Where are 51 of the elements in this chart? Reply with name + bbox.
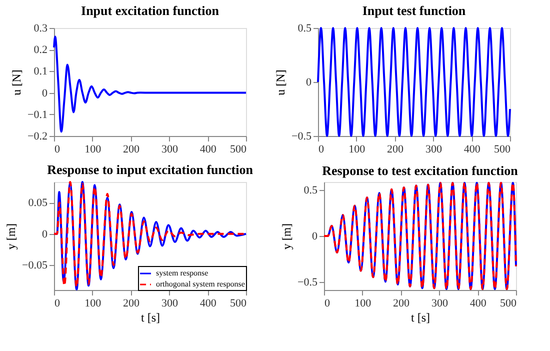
y-tick-label: 0.5 bbox=[304, 184, 318, 197]
y-tick-label: 0 bbox=[306, 76, 312, 88]
y-tick-label: 0 bbox=[42, 87, 48, 100]
y-tick-label: 0 bbox=[312, 230, 318, 242]
y-tick-label: 0.3 bbox=[34, 22, 48, 34]
x-tick-label: 0 bbox=[54, 298, 60, 310]
line-series bbox=[53, 36, 247, 133]
y-tick-label: 0 bbox=[42, 228, 48, 240]
y-tick-label: 0.1 bbox=[34, 66, 48, 78]
y-axis-title: u [N] bbox=[10, 70, 24, 96]
x-tick-label: 500 bbox=[494, 144, 511, 156]
x-axis-title: t [s] bbox=[411, 310, 430, 324]
x-tick-label: 300 bbox=[161, 298, 178, 310]
x-tick-label: 100 bbox=[354, 298, 372, 310]
chart-title: Response to input excitation function bbox=[47, 162, 254, 177]
chart-title: Input test function bbox=[362, 3, 466, 18]
x-tick-label: 300 bbox=[161, 144, 178, 156]
x-tick-label: 400 bbox=[464, 144, 481, 156]
y-tick-label: 0.5 bbox=[298, 22, 312, 34]
x-tick-label: 400 bbox=[200, 298, 217, 310]
y-tick-label: −0.5 bbox=[292, 130, 312, 142]
x-tick-label: 200 bbox=[123, 144, 140, 156]
legend-label: orthogonal system response bbox=[156, 280, 246, 288]
x-tick-label: 100 bbox=[84, 144, 102, 156]
y-axis-title: u [N] bbox=[274, 70, 288, 96]
x-tick-label: 300 bbox=[431, 298, 448, 310]
x-tick-label: 400 bbox=[470, 298, 487, 310]
legend-label: system response bbox=[156, 268, 209, 278]
x-tick-label: 0 bbox=[324, 298, 330, 310]
y-axis-title: y [m] bbox=[4, 223, 18, 250]
x-tick-label: 500 bbox=[500, 298, 517, 310]
x-tick-label: 200 bbox=[393, 298, 410, 310]
x-tick-label: 200 bbox=[387, 144, 404, 156]
y-tick-label: 0.2 bbox=[34, 44, 48, 56]
x-tick-label: 400 bbox=[200, 144, 217, 156]
x-tick-label: 100 bbox=[348, 144, 366, 156]
chart-title: Input excitation function bbox=[81, 3, 220, 18]
y-axis-title: y [m] bbox=[280, 223, 294, 250]
x-tick-label: 500 bbox=[230, 144, 247, 156]
x-tick-label: 100 bbox=[84, 298, 102, 310]
x-tick-label: 300 bbox=[425, 144, 442, 156]
x-tick-label: 200 bbox=[123, 298, 140, 310]
x-axis-title: t [s] bbox=[141, 310, 160, 324]
y-tick-label: 0.05 bbox=[28, 197, 48, 210]
x-tick-label: 500 bbox=[230, 298, 247, 310]
y-tick-label: −0.5 bbox=[298, 276, 318, 288]
y-tick-label: −0.1 bbox=[28, 108, 48, 121]
y-tick-label: −0.2 bbox=[28, 130, 48, 142]
y-tick-label: −0.05 bbox=[22, 260, 48, 272]
chart-title: Response to test excitation function bbox=[322, 162, 519, 178]
x-tick-label: 0 bbox=[54, 144, 60, 156]
